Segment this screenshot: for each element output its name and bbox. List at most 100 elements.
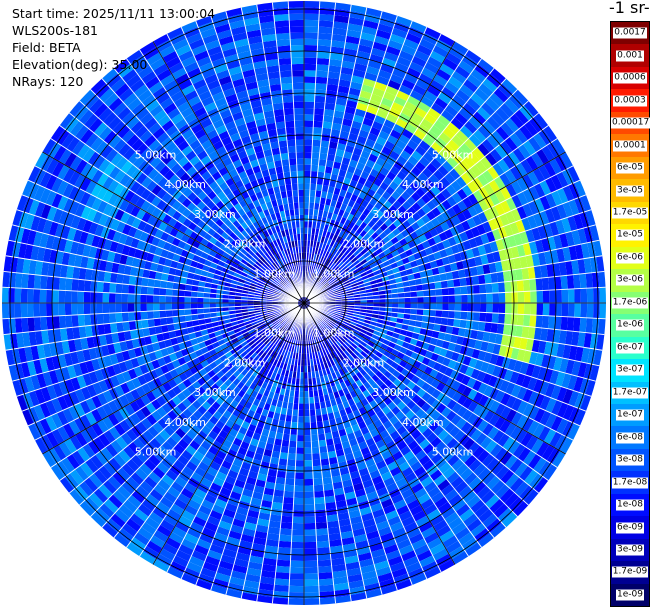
- range-bin: [243, 521, 257, 531]
- range-bin: [593, 240, 603, 257]
- range-bin: [319, 329, 325, 336]
- range-bin: [480, 156, 493, 170]
- range-bin: [413, 176, 425, 188]
- range-bin: [438, 559, 455, 573]
- range-bin: [422, 443, 435, 455]
- range-bin: [326, 238, 333, 246]
- range-bin: [539, 195, 551, 211]
- range-bin: [329, 320, 336, 326]
- range-bin: [403, 73, 419, 85]
- range-bin: [277, 419, 286, 428]
- range-bin: [334, 228, 342, 236]
- range-bin: [409, 414, 420, 425]
- range-bin: [337, 375, 344, 384]
- range-bin: [366, 174, 377, 184]
- range-bin: [540, 327, 549, 342]
- range-bin: [363, 381, 372, 390]
- range-bin: [546, 447, 561, 465]
- range-bin: [134, 294, 141, 303]
- range-bin: [304, 554, 318, 561]
- range-bin: [273, 412, 281, 420]
- range-bin: [413, 272, 421, 280]
- range-bin: [432, 361, 442, 372]
- range-bin: [328, 65, 342, 74]
- range-bin: [346, 29, 362, 39]
- range-bin: [294, 390, 300, 398]
- range-bin: [273, 584, 290, 593]
- range-bin: [315, 331, 320, 339]
- range-bin: [275, 572, 290, 580]
- range-bin: [393, 499, 407, 510]
- range-bin: [355, 346, 363, 354]
- range-bin: [505, 395, 517, 409]
- range-bin: [379, 222, 389, 232]
- range-bin: [580, 288, 588, 303]
- range-bin: [304, 89, 316, 96]
- range-bin: [573, 376, 584, 393]
- range-bin: [517, 400, 529, 415]
- range-bin: [339, 163, 349, 172]
- range-bin: [352, 349, 361, 357]
- range-bin: [263, 448, 273, 457]
- range-bin: [367, 327, 375, 334]
- range-bin: [216, 566, 233, 577]
- range-bin: [389, 33, 406, 45]
- range-bin: [304, 504, 315, 511]
- range-bin: [513, 336, 522, 349]
- range-bin: [338, 361, 346, 369]
- range-bin: [481, 120, 496, 135]
- range-bin: [340, 66, 354, 76]
- range-bin: [509, 458, 523, 474]
- range-bin: [521, 217, 532, 232]
- range-bin: [541, 277, 550, 291]
- range-bin: [77, 314, 85, 327]
- range-bin: [274, 578, 290, 586]
- range-bin: [324, 316, 331, 322]
- range-bin: [408, 279, 416, 287]
- range-bin: [427, 486, 441, 499]
- range-bin: [382, 235, 391, 244]
- range-bin: [472, 189, 484, 203]
- range-bin: [451, 94, 467, 108]
- range-bin: [494, 390, 506, 403]
- range-bin: [471, 246, 481, 258]
- range-bin: [52, 276, 60, 291]
- range-bin: [487, 218, 498, 231]
- range-bin: [425, 268, 434, 277]
- range-bin: [393, 96, 407, 107]
- range-bin: [232, 564, 248, 574]
- range-bin: [329, 253, 335, 261]
- range-bin: [448, 493, 463, 507]
- range-bin: [333, 275, 340, 281]
- range-bin: [325, 160, 335, 168]
- range-bin: [415, 408, 426, 419]
- range-bin: [421, 427, 434, 439]
- range-bin: [365, 254, 373, 262]
- range-bin: [498, 344, 508, 357]
- range-bin: [371, 120, 384, 131]
- range-bin: [335, 362, 342, 371]
- range-bin: [304, 76, 316, 84]
- range-bin: [358, 467, 370, 477]
- range-bin: [366, 105, 379, 116]
- range-bin: [311, 446, 320, 454]
- range-bin: [331, 335, 338, 343]
- range-bin: [499, 450, 513, 466]
- range-bin: [327, 260, 334, 268]
- range-bin: [322, 250, 328, 258]
- range-bin: [304, 246, 307, 253]
- range-bin: [322, 476, 333, 485]
- range-bin: [434, 440, 447, 453]
- range-bin: [266, 475, 277, 484]
- range-bin: [333, 582, 350, 591]
- range-bin: [552, 450, 566, 468]
- range-bin: [336, 175, 345, 184]
- range-bin: [319, 7, 335, 16]
- range-bin: [319, 597, 336, 605]
- range-bin: [509, 269, 517, 282]
- range-bin: [333, 257, 340, 264]
- range-bin: [304, 497, 315, 505]
- range-bin: [426, 56, 443, 69]
- range-bin: [326, 346, 333, 354]
- range-bin: [272, 495, 284, 504]
